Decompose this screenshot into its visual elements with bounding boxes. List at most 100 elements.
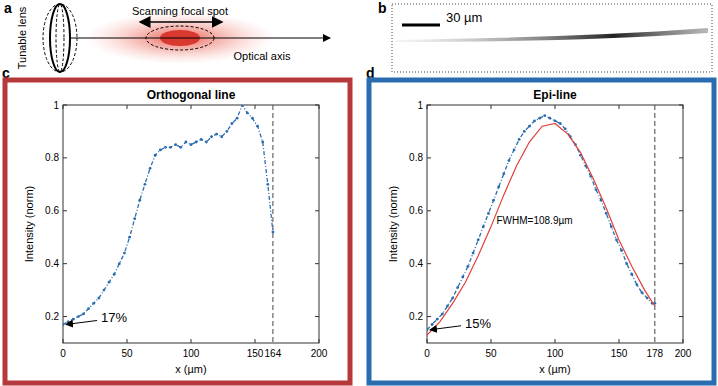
- series-line: [63, 105, 273, 325]
- x-tick: [619, 105, 620, 109]
- data-point: [138, 199, 141, 202]
- scale-bar-label: 30 µm: [446, 10, 482, 25]
- y-axis-label: Intensity (norm): [387, 186, 399, 262]
- data-point: [128, 236, 131, 239]
- data-point: [446, 305, 449, 308]
- panel-border: [369, 80, 714, 383]
- y-tick: [315, 316, 319, 317]
- data-point: [251, 117, 254, 120]
- data-point: [133, 217, 136, 220]
- x-tick-label: 150: [611, 348, 628, 359]
- data-point: [477, 238, 480, 241]
- data-point: [236, 117, 239, 120]
- figure: aTunable lensScanning focal spotOptical …: [0, 0, 718, 386]
- y-axis-label: Intensity (norm): [23, 186, 35, 262]
- data-point: [190, 143, 193, 146]
- data-point: [87, 307, 90, 310]
- x-tick: [555, 105, 556, 109]
- data-point: [513, 149, 516, 152]
- x-tick: [683, 339, 684, 343]
- data-point: [605, 212, 608, 215]
- y-tick-label: 0.6: [409, 205, 423, 216]
- data-point: [528, 125, 531, 128]
- x-tick-label: 0: [424, 348, 430, 359]
- data-point: [508, 159, 511, 162]
- data-point: [543, 114, 546, 117]
- y-tick: [427, 157, 431, 158]
- data-point: [559, 122, 562, 125]
- data-point: [225, 130, 228, 133]
- y-tick: [63, 210, 67, 211]
- x-tick: [63, 105, 64, 109]
- data-point: [482, 225, 485, 228]
- x-tick: [319, 339, 320, 343]
- x-tick: [63, 339, 64, 343]
- chart: Orthogonal linex (µm)Intensity (norm)050…: [23, 88, 328, 375]
- x-tick: [555, 339, 556, 343]
- y-tick: [315, 157, 319, 158]
- x-axis-label: x (µm): [539, 363, 570, 375]
- vline-label-bg: 178: [646, 348, 663, 359]
- data-point: [179, 146, 182, 149]
- lens-tuned: [56, 4, 64, 72]
- data-point: [497, 186, 500, 189]
- y-tick-label: 0.4: [409, 258, 423, 269]
- data-point: [184, 141, 187, 144]
- series-line: [427, 124, 655, 336]
- x-tick: [319, 105, 320, 109]
- y-tick-label: 0.6: [45, 205, 59, 216]
- data-point: [113, 273, 116, 276]
- y-tick: [315, 263, 319, 264]
- y-tick: [427, 316, 431, 317]
- y-tick-label: 0.8: [409, 152, 423, 163]
- data-point: [144, 183, 147, 186]
- panel-label: b: [378, 0, 387, 16]
- x-tick: [191, 339, 192, 343]
- data-point: [595, 188, 598, 191]
- plot-frame: [63, 105, 319, 343]
- data-point: [246, 112, 249, 115]
- x-tick: [619, 339, 620, 343]
- data-point: [97, 297, 100, 300]
- data-point: [200, 138, 203, 141]
- y-tick: [679, 105, 683, 106]
- vline-label: 164: [265, 348, 282, 359]
- x-tick-label: 100: [547, 348, 564, 359]
- y-tick: [679, 316, 683, 317]
- annotation-arrow: [430, 326, 461, 330]
- data-point: [123, 252, 126, 255]
- data-point: [205, 141, 208, 144]
- annotation: 15%: [465, 316, 491, 331]
- data-point: [427, 328, 428, 331]
- data-point: [564, 127, 567, 130]
- y-tick-label: 0.2: [409, 311, 423, 322]
- y-tick: [679, 157, 683, 158]
- data-point: [492, 199, 495, 202]
- x-tick: [255, 339, 256, 343]
- data-point: [615, 238, 618, 241]
- vline-label-bg: 164: [265, 348, 282, 359]
- y-tick: [427, 210, 431, 211]
- y-tick-label: 1: [53, 100, 59, 111]
- data-point: [518, 138, 521, 141]
- x-tick: [491, 339, 492, 343]
- data-point: [195, 141, 198, 144]
- x-tick-label: 50: [121, 348, 133, 359]
- y-tick: [63, 157, 67, 158]
- diagram-label: Optical axis: [234, 50, 291, 62]
- x-tick-label: 200: [675, 348, 692, 359]
- data-point: [77, 315, 80, 318]
- y-tick: [679, 263, 683, 264]
- y-tick: [63, 105, 67, 106]
- data-point: [538, 117, 541, 120]
- y-tick: [315, 105, 319, 106]
- data-point: [215, 133, 218, 136]
- x-tick: [191, 105, 192, 109]
- data-point: [220, 135, 223, 138]
- data-point: [610, 225, 613, 228]
- y-tick: [63, 316, 67, 317]
- x-tick-label: 100: [183, 348, 200, 359]
- data-point: [502, 172, 505, 175]
- x-tick-label: 200: [311, 348, 328, 359]
- panel-label: a: [4, 0, 12, 16]
